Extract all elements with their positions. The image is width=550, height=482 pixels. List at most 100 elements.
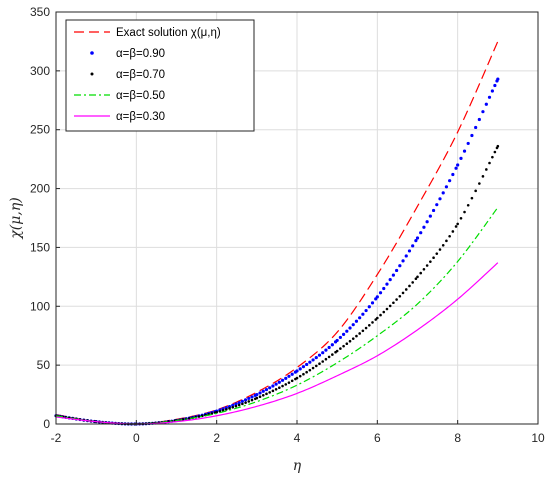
data-point [351, 323, 355, 327]
data-point [228, 407, 231, 410]
y-tick-label: 200 [30, 182, 50, 196]
data-point [419, 271, 423, 275]
data-point [354, 319, 359, 323]
data-point [493, 83, 497, 88]
data-point [448, 179, 452, 183]
data-point [490, 89, 494, 93]
data-point [255, 392, 259, 397]
data-point [331, 353, 334, 356]
data-point [321, 351, 325, 355]
data-point [493, 150, 497, 154]
data-point [488, 161, 491, 165]
y-tick-label: 250 [30, 123, 50, 137]
data-point [478, 182, 481, 185]
data-point [261, 389, 265, 393]
x-tick-label: 6 [374, 431, 381, 445]
x-tick-label: -2 [51, 431, 62, 445]
data-point [237, 403, 241, 407]
data-point [231, 405, 235, 409]
data-point [268, 386, 272, 390]
data-point [271, 384, 275, 388]
y-tick-label: 100 [30, 299, 50, 313]
data-point [470, 133, 474, 138]
data-point [391, 273, 395, 277]
data-point [305, 362, 309, 367]
data-point [451, 172, 455, 177]
data-point [324, 348, 328, 352]
data-point [491, 155, 494, 159]
data-point [247, 400, 251, 403]
data-point [335, 338, 339, 343]
data-point [404, 254, 408, 258]
data-point [451, 230, 455, 233]
data-point [361, 329, 365, 333]
data-point [327, 355, 331, 359]
data-point [371, 321, 374, 324]
y-tick-label: 150 [30, 240, 50, 254]
data-point [261, 394, 265, 397]
data-point [264, 387, 269, 392]
data-point [274, 382, 278, 386]
data-point [308, 368, 312, 372]
data-point [358, 316, 362, 320]
data-point [388, 278, 392, 282]
x-tick-label: 8 [454, 431, 461, 445]
data-point [298, 367, 302, 371]
data-point [351, 337, 355, 340]
data-point [274, 388, 278, 391]
data-point [444, 185, 449, 189]
data-point [474, 125, 478, 130]
y-axis-label: χ(μ,η) [8, 197, 24, 239]
data-point [370, 301, 375, 305]
data-point [250, 395, 254, 399]
data-point [284, 376, 288, 380]
data-point [330, 343, 334, 347]
data-point [411, 281, 414, 284]
data-point [441, 243, 445, 247]
legend-label: α=β=0.90 [116, 48, 165, 60]
legend-label: α=β=0.70 [116, 69, 165, 81]
data-point [231, 403, 235, 407]
data-point [234, 402, 238, 406]
data-point [277, 380, 281, 384]
data-point [348, 326, 352, 330]
data-point [290, 379, 294, 383]
data-point [392, 301, 395, 305]
data-point [407, 249, 412, 253]
data-point [345, 342, 349, 346]
data-point [301, 365, 306, 369]
data-point [197, 415, 201, 418]
data-point [398, 294, 402, 298]
data-point [401, 291, 405, 295]
series-3 [55, 207, 499, 425]
data-point [318, 362, 321, 366]
data-point [268, 391, 271, 394]
data-point [438, 197, 442, 201]
data-point [225, 408, 228, 411]
data-point [398, 264, 402, 268]
y-tick-label: 300 [30, 64, 50, 78]
series-line [55, 207, 499, 425]
data-point [364, 308, 368, 313]
data-point [485, 168, 488, 171]
legend-marker [90, 72, 94, 76]
data-point [317, 353, 322, 357]
data-point [348, 339, 352, 343]
legend-label: α=β=0.50 [116, 90, 165, 102]
data-point [287, 381, 291, 384]
legend-label: α=β=0.30 [116, 111, 165, 123]
data-point [247, 396, 251, 401]
series-0 [55, 41, 499, 425]
x-tick-label: 0 [133, 431, 140, 445]
data-point [367, 305, 371, 309]
data-point [382, 310, 386, 314]
data-point [375, 295, 379, 299]
data-point [466, 203, 470, 207]
data-point [462, 149, 467, 153]
data-point [243, 398, 248, 402]
data-point [422, 225, 426, 229]
data-point [466, 141, 470, 146]
data-point [477, 117, 481, 122]
x-axis-label: η [293, 458, 302, 474]
